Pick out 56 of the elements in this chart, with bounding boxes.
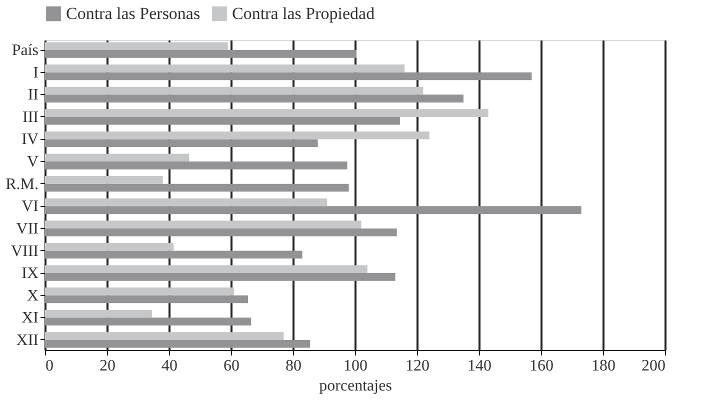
bar bbox=[45, 154, 190, 162]
bar bbox=[45, 139, 318, 148]
bar bbox=[45, 94, 464, 102]
bar bbox=[45, 50, 357, 58]
x-axis-title: porcentajes bbox=[319, 378, 392, 394]
y-tick-label: I bbox=[33, 64, 38, 82]
y-tick-label: IX bbox=[22, 265, 39, 282]
bar bbox=[45, 288, 234, 296]
y-tick-label: VII bbox=[16, 220, 38, 238]
y-tick-label: IV bbox=[22, 131, 39, 148]
bar bbox=[45, 250, 302, 259]
bar bbox=[45, 318, 252, 326]
bar bbox=[45, 332, 284, 340]
bar bbox=[45, 310, 152, 318]
y-tick-label: X bbox=[26, 287, 39, 304]
y-tick-label: V bbox=[26, 154, 39, 171]
y-tick-label: II bbox=[28, 86, 38, 104]
legend-label: Contra las Personas bbox=[66, 4, 200, 23]
bar bbox=[45, 131, 430, 140]
bar bbox=[45, 295, 248, 304]
x-tick-label: 0 bbox=[46, 358, 54, 374]
bar bbox=[45, 184, 349, 192]
bar bbox=[45, 265, 368, 274]
x-tick-label: 140 bbox=[468, 358, 492, 374]
y-tick-label: III bbox=[22, 108, 38, 126]
bar bbox=[45, 340, 310, 348]
legend-label: Contra las Propiedad bbox=[232, 4, 376, 23]
x-tick-label: 20 bbox=[100, 358, 116, 374]
bar bbox=[45, 206, 582, 214]
x-tick-label: 60 bbox=[224, 358, 240, 374]
x-tick-label: 180 bbox=[592, 358, 616, 374]
y-tick-label: VI bbox=[22, 198, 38, 216]
bar bbox=[45, 176, 163, 184]
bar bbox=[45, 42, 228, 50]
bar bbox=[45, 228, 397, 236]
bar bbox=[45, 72, 532, 80]
x-tick-label: 80 bbox=[286, 358, 302, 374]
x-tick-label: 200 bbox=[642, 358, 666, 374]
bar bbox=[45, 198, 328, 206]
x-tick-label: 120 bbox=[406, 358, 430, 374]
y-tick-label: VIII bbox=[10, 242, 38, 260]
bar bbox=[45, 242, 174, 251]
bar bbox=[45, 109, 488, 117]
y-tick-label: País bbox=[12, 42, 38, 60]
bar bbox=[45, 162, 348, 170]
x-tick-label: 160 bbox=[530, 358, 554, 374]
y-tick-label: XI bbox=[22, 310, 38, 327]
bar bbox=[45, 116, 400, 125]
x-tick-label: 100 bbox=[344, 358, 368, 374]
x-tick-label: 40 bbox=[162, 358, 178, 374]
bar bbox=[45, 86, 424, 95]
bar bbox=[45, 220, 362, 228]
bar bbox=[45, 64, 405, 72]
bar bbox=[45, 273, 396, 281]
y-tick-label: XII bbox=[16, 332, 38, 349]
y-tick-label: R.M. bbox=[6, 176, 38, 193]
